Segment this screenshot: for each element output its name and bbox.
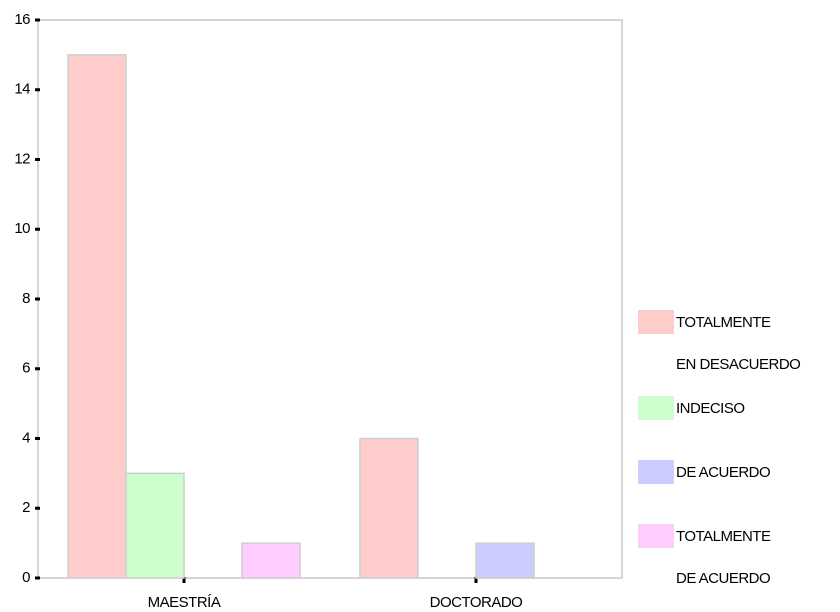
y-tick-label: 12 [14, 150, 30, 167]
bar [125, 472, 185, 579]
legend-line: TOTALMENTE [676, 528, 774, 545]
y-tick-label: 6 [22, 360, 30, 377]
y-tick-label: 0 [22, 569, 30, 586]
legend-swatch [638, 396, 674, 420]
y-tick-label: 10 [14, 220, 30, 237]
legend-label: TOTALMENTE DE ACUERDO [676, 528, 774, 587]
x-tick-label: MAESTRÍA [148, 594, 221, 611]
bar [359, 437, 419, 579]
y-tick-label: 4 [22, 429, 30, 446]
bar [241, 542, 301, 579]
legend-label: TOTALMENTE EN DESACUERDO [676, 314, 800, 373]
y-tick-label: 2 [22, 499, 30, 516]
bar [475, 542, 535, 579]
legend-label: INDECISO [676, 400, 745, 417]
y-tick-label: 16 [14, 11, 30, 28]
legend-line: DE ACUERDO [676, 570, 770, 587]
legend-swatch [638, 460, 674, 484]
legend-label: DE ACUERDO [676, 464, 770, 481]
legend-line: TOTALMENTE [676, 314, 774, 331]
legend-swatch [638, 310, 674, 334]
y-tick-label: 14 [14, 81, 30, 98]
legend-line: EN DESACUERDO [676, 356, 800, 373]
y-tick-label: 8 [22, 290, 30, 307]
bar [67, 54, 127, 579]
x-tick-label: DOCTORADO [430, 594, 523, 611]
legend-swatch [638, 524, 674, 548]
